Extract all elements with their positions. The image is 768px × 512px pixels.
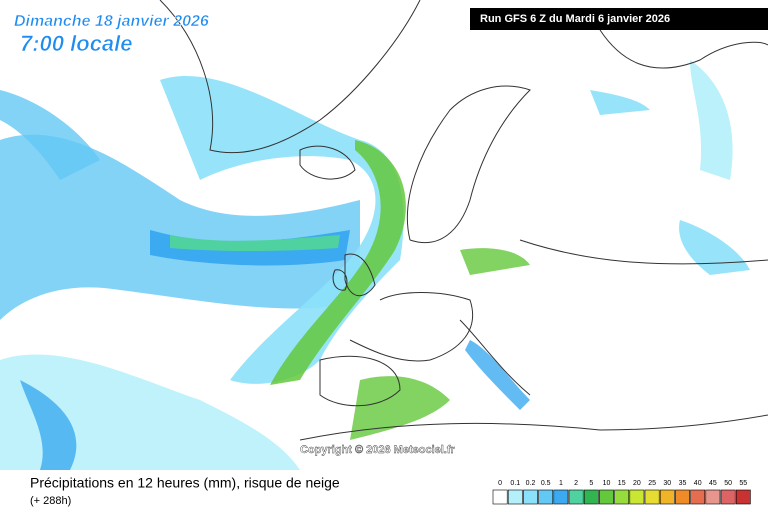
legend-label: 35 [679, 480, 687, 487]
run-box [470, 8, 768, 30]
legend-label: 10 [603, 480, 611, 487]
legend-label: 1 [559, 480, 563, 487]
legend-label: 40 [694, 480, 702, 487]
legend-label: 30 [663, 480, 671, 487]
copyright: Copyright © 2026 Meteociel.fr [300, 444, 456, 456]
legend-swatch [735, 489, 751, 505]
run-label: Run GFS 6 Z du Mardi 6 janvier 2026 [480, 13, 670, 25]
legend-label: 5 [589, 480, 593, 487]
legend-swatch [553, 489, 569, 505]
legend-swatch [599, 489, 614, 505]
legend-label: 0.1 [510, 480, 520, 487]
legend-label: 50 [724, 480, 732, 487]
legend-swatch [675, 489, 690, 505]
coastlines [159, 0, 768, 441]
legend-swatch [629, 489, 645, 505]
legend-swatch [705, 489, 721, 505]
legend-label: 20 [633, 480, 641, 487]
legend: 0 0.1 0.2 0.5 1 2 5 10 15 20 25 30 35 40 45 50 55 [492, 480, 751, 505]
legend-swatch [538, 489, 554, 505]
legend-label: 0.2 [526, 480, 536, 487]
footer-title: Précipitations en 12 heures (mm), risque… [30, 475, 340, 491]
legend-swatch [720, 489, 736, 505]
legend-label: 45 [709, 480, 717, 487]
time-label: 7:00 locale [20, 31, 133, 56]
legend-swatch [614, 489, 630, 505]
legend-swatch [690, 489, 706, 505]
legend-label: 2 [574, 480, 578, 487]
legend-label: 25 [648, 480, 656, 487]
legend-label: 15 [618, 480, 626, 487]
legend-swatch [507, 489, 523, 505]
legend-swatch [659, 489, 675, 505]
date-label: Dimanche 18 janvier 2026 [14, 13, 209, 30]
legend-swatch [568, 489, 584, 505]
legend-swatch [523, 489, 538, 505]
legend-label: 0.5 [541, 480, 551, 487]
lead-time: (+ 288h) [30, 495, 71, 507]
legend-label: 0 [498, 480, 502, 487]
legend-swatch [583, 489, 599, 505]
legend-label: 55 [739, 480, 747, 487]
legend-swatch [492, 489, 508, 505]
legend-swatch [644, 489, 660, 505]
